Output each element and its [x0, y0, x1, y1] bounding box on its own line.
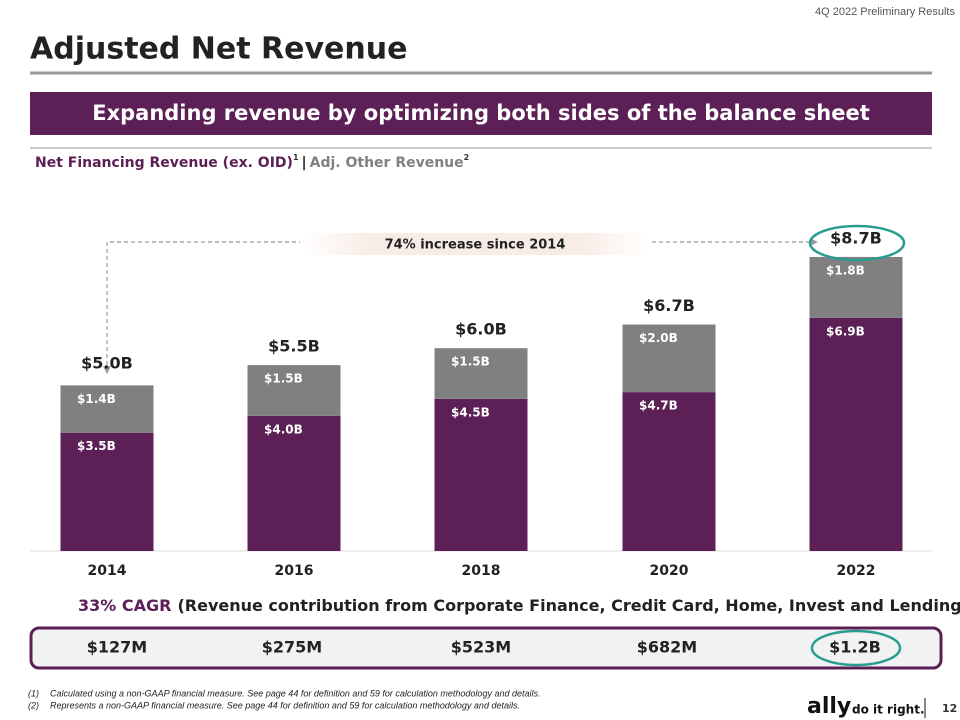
bar-segment	[809, 256, 903, 318]
footnote-text: Calculated using a non-GAAP financial me…	[50, 688, 540, 698]
bar-segment	[60, 385, 154, 433]
x-tick-label: 2018	[462, 563, 501, 579]
cagr: 33% CAGR	[78, 596, 171, 615]
x-tick-label: 2022	[837, 563, 876, 579]
highlight-circle	[810, 629, 902, 667]
contribution-value: $682M	[637, 638, 697, 657]
contribution-box	[29, 626, 943, 670]
bar-value-label: $4.7B	[639, 399, 678, 413]
total-label: $5.0B	[81, 354, 133, 373]
bar-segment	[247, 365, 341, 416]
contribution-value: $1.2B	[829, 638, 881, 657]
bar-value-label: $4.5B	[451, 405, 490, 419]
bar-value-label: $6.9B	[826, 324, 865, 338]
bar-value-label: $2.0B	[639, 331, 678, 345]
legend-entry: Net Financing Revenue (ex. OID)	[35, 155, 293, 171]
annotation-arrow	[106, 241, 812, 372]
bar-value-label: $3.5B	[77, 439, 116, 453]
bar-value-label: $1.5B	[264, 372, 303, 386]
bar-segment	[622, 324, 716, 393]
banner-text: Expanding revenue by optimizing both sid…	[92, 101, 870, 125]
total-label: $5.5B	[268, 337, 320, 356]
contribution-value: $127M	[87, 638, 147, 657]
logo: ally	[807, 694, 851, 719]
total-label: $6.7B	[643, 296, 695, 315]
bar-segment	[809, 317, 903, 551]
footnote-text: Represents a non-GAAP financial measure.…	[50, 700, 520, 710]
x-tick-label: 2014	[88, 563, 127, 579]
tagline: do it right.	[852, 703, 925, 717]
bar-value-label: $1.5B	[451, 355, 490, 369]
footnote-marker: (1)	[28, 688, 39, 698]
contribution-values: $127M $275M $523M $682M $1.2B	[87, 638, 881, 657]
contribution-text: (Revenue contribution from Corporate Fin…	[177, 596, 960, 615]
bar-value-label: $1.4B	[77, 392, 116, 406]
x-tick-label: 2016	[275, 563, 314, 579]
bar-segment	[247, 415, 341, 551]
legend: Net Financing Revenue (ex. OID)1 | Adj. Ot…	[35, 153, 469, 172]
bar-segment	[434, 398, 528, 551]
bar-value-label: $1.8B	[826, 263, 865, 277]
contribution-value: $275M	[262, 638, 322, 657]
legend-entry: Adj. Other Revenue	[310, 155, 464, 171]
total-label: $8.7B	[830, 228, 882, 247]
legend-separator: |	[302, 155, 307, 171]
bar-segment	[434, 348, 528, 399]
annotation: 74% increase since 2014	[385, 238, 566, 253]
legend-note: 2	[464, 153, 470, 162]
banner	[30, 92, 932, 135]
highlight-circle	[808, 224, 906, 262]
contribution-heading: 33% CAGR (Revenue contribution from Corpo…	[78, 596, 960, 615]
page-number: 12	[942, 702, 957, 715]
bar-value-label: $4.0B	[264, 422, 303, 436]
header-label: 4Q 2022 Preliminary Results	[815, 6, 956, 18]
annotation-pill	[300, 233, 650, 255]
total-label: $6.0B	[455, 320, 507, 339]
legend-note: 1	[293, 153, 299, 162]
bar-chart: $3.5B $1.4B $5.0B 2014 $4.0B $1.5B $5.5B 2016 $4…	[60, 228, 903, 579]
footnote-marker: (2)	[28, 700, 39, 710]
title: Adjusted Net Revenue	[30, 32, 407, 67]
bar-segment	[622, 392, 716, 551]
bar-segment	[60, 432, 154, 551]
footnotes: (1) Calculated using a non-GAAP financia…	[28, 688, 540, 710]
x-tick-label: 2020	[650, 563, 689, 579]
contribution-value: $523M	[451, 638, 511, 657]
